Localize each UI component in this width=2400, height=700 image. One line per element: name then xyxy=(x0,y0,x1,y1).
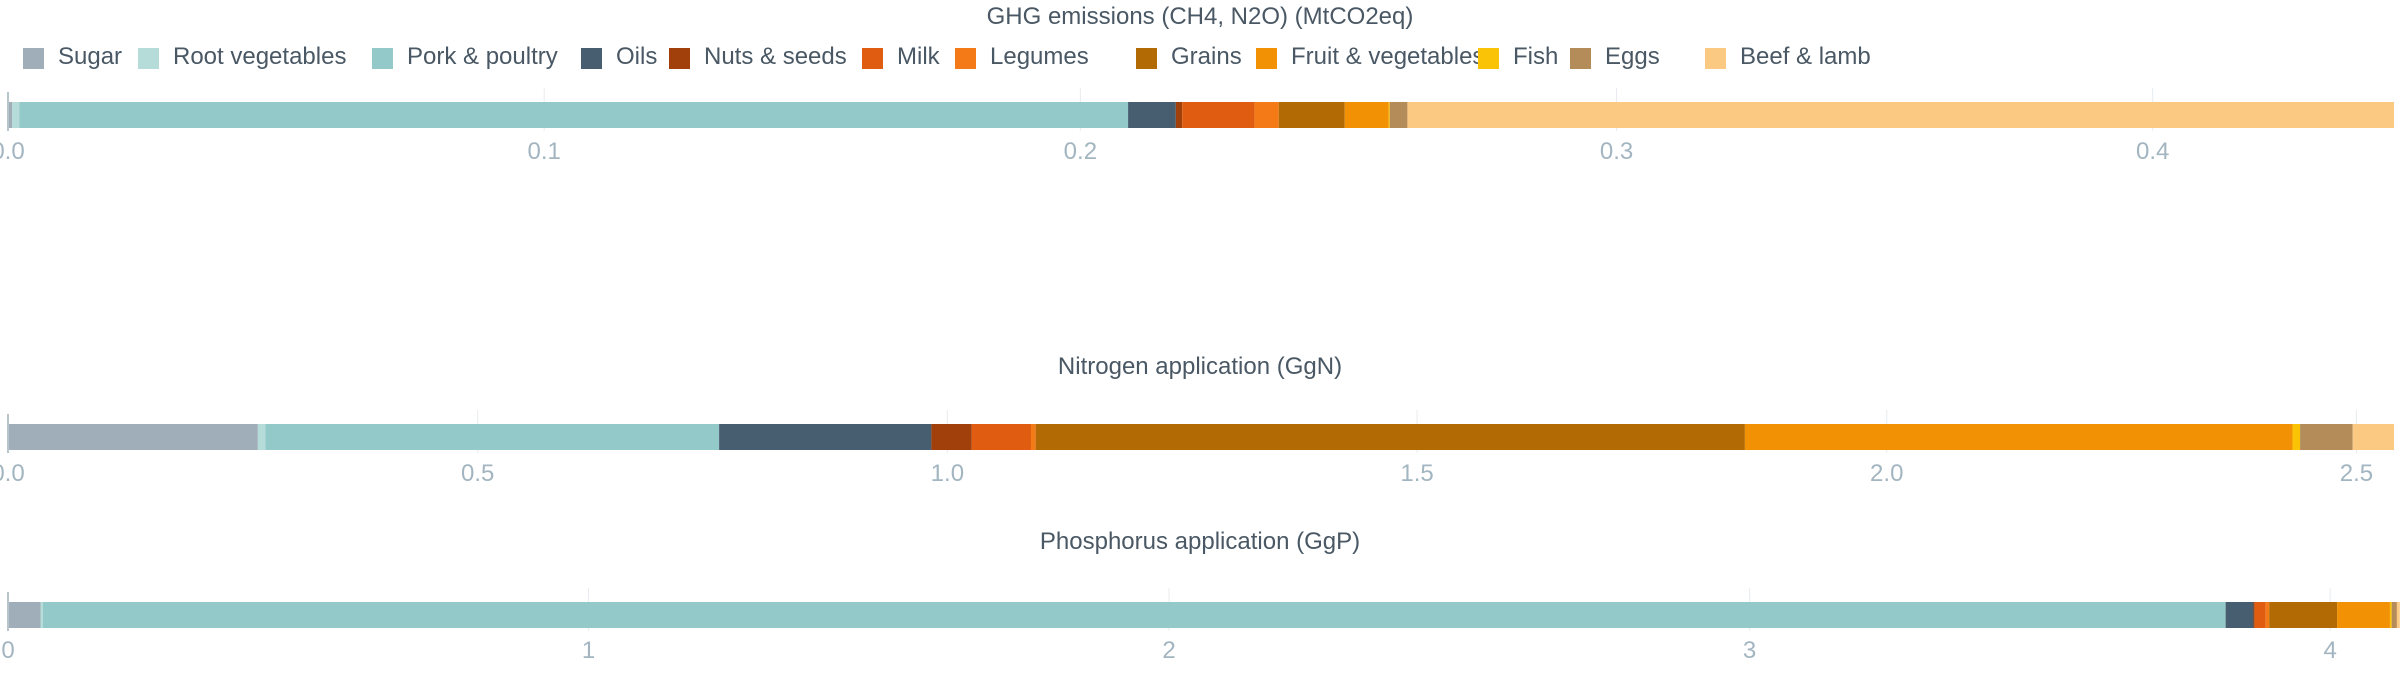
bar-segment-fish[interactable] xyxy=(2292,424,2301,450)
bar-segment-beef-lamb[interactable] xyxy=(2352,424,2394,450)
legend-item[interactable]: Legumes xyxy=(955,43,1089,70)
legend-swatch xyxy=(581,48,602,69)
legend-swatch xyxy=(1478,48,1499,69)
bar-segment-oils[interactable] xyxy=(719,424,932,450)
bar-segment-nuts-seeds[interactable] xyxy=(2253,602,2255,628)
legend-item[interactable]: Root vegetables xyxy=(138,43,346,70)
bar-segment-pork-poultry[interactable] xyxy=(265,424,720,450)
bar-segment-milk[interactable] xyxy=(1182,102,1255,128)
legend-label: Pork & poultry xyxy=(407,43,558,70)
legend-item[interactable]: Grains xyxy=(1136,43,1242,70)
legend-swatch xyxy=(138,48,159,69)
legend-label: Nuts & seeds xyxy=(704,43,847,70)
chart-panel: Nitrogen application (GgN) 0.0 0.5 1.0 1.5 2.… xyxy=(0,353,2394,487)
legend-label: Legumes xyxy=(990,43,1089,70)
bar-segment-grains[interactable] xyxy=(1278,102,1345,128)
legend-label: Eggs xyxy=(1605,43,1660,70)
bar-segment-milk[interactable] xyxy=(2254,602,2266,628)
x-tick-label: 0.3 xyxy=(1600,138,1633,165)
x-tick-label: 0.0 xyxy=(0,138,25,165)
legend-label: Fish xyxy=(1513,43,1558,70)
legend-swatch xyxy=(669,48,690,69)
x-tick-label: 4 xyxy=(2323,637,2336,664)
bar-segment-oils[interactable] xyxy=(2225,602,2254,628)
chart-title: Phosphorus application (GgP) xyxy=(1040,528,1360,555)
x-tick-label: 1 xyxy=(582,637,595,664)
x-tick-label: 0 xyxy=(1,637,14,664)
x-tick-label: 0.5 xyxy=(461,460,494,487)
bar-segment-sugar[interactable] xyxy=(8,424,258,450)
bar-segment-root-vegetables[interactable] xyxy=(12,102,20,128)
bar-segment-oils[interactable] xyxy=(1128,102,1176,128)
legend-swatch xyxy=(1256,48,1277,69)
bar-segment-fruit-vegetables[interactable] xyxy=(2337,602,2390,628)
x-tick-label: 1.0 xyxy=(931,460,964,487)
legend-swatch xyxy=(955,48,976,69)
legend-item[interactable]: Beef & lamb xyxy=(1705,43,1871,70)
chart-panels: GHG emissions (CH4, N2O) (MtCO2eq) 0.0 0.1… xyxy=(0,3,2400,664)
legend-label: Grains xyxy=(1171,43,1242,70)
x-tick-label: 0.2 xyxy=(1064,138,1097,165)
x-tick-label: 0.4 xyxy=(2136,138,2169,165)
x-tick-label: 2.0 xyxy=(1870,460,1903,487)
x-tick-label: 0.0 xyxy=(0,460,25,487)
x-tick-label: 2.5 xyxy=(2340,460,2373,487)
legend-item[interactable]: Sugar xyxy=(23,43,122,70)
bar-segment-sugar[interactable] xyxy=(8,102,13,128)
x-tick-label: 0.1 xyxy=(527,138,560,165)
legend-swatch xyxy=(372,48,393,69)
bar-segment-root-vegetables[interactable] xyxy=(257,424,266,450)
bar-segment-grains[interactable] xyxy=(2269,602,2338,628)
legend-item[interactable]: Eggs xyxy=(1570,43,1660,70)
legend: Sugar Root vegetables Pork & poultry Oils Nu… xyxy=(23,43,1871,70)
x-tick-label: 1.5 xyxy=(1400,460,1433,487)
legend-item[interactable]: Oils xyxy=(581,43,657,70)
bar-segment-fruit-vegetables[interactable] xyxy=(1344,102,1389,128)
legend-label: Oils xyxy=(616,43,657,70)
legend-label: Fruit & vegetables xyxy=(1291,43,1484,70)
legend-label: Sugar xyxy=(58,43,122,70)
bar-segment-milk[interactable] xyxy=(971,424,1031,450)
legend-swatch xyxy=(1570,48,1591,69)
bar-segment-eggs[interactable] xyxy=(2391,602,2397,628)
bar-segment-beef-lamb[interactable] xyxy=(1407,102,2394,128)
bar-segment-nuts-seeds[interactable] xyxy=(931,424,972,450)
legend-label: Root vegetables xyxy=(173,43,346,70)
legend-label: Milk xyxy=(897,43,941,70)
legend-item[interactable]: Milk xyxy=(862,43,941,70)
bar-segment-fish[interactable] xyxy=(1388,102,1390,128)
bar-segment-fruit-vegetables[interactable] xyxy=(1744,424,2293,450)
chart-panel: GHG emissions (CH4, N2O) (MtCO2eq) 0.0 0.1… xyxy=(0,3,2394,165)
chart-title: Nitrogen application (GgN) xyxy=(1058,353,1342,380)
bar-segment-nuts-seeds[interactable] xyxy=(1175,102,1183,128)
bar-segment-sugar[interactable] xyxy=(8,602,41,628)
bar-segment-beef-lamb[interactable] xyxy=(2396,602,2400,628)
chart-panel: Phosphorus application (GgP) 0 1 2 3 4 xyxy=(1,528,2400,664)
legend-item[interactable]: Pork & poultry xyxy=(372,43,558,70)
legend-swatch xyxy=(1705,48,1726,69)
x-tick-label: 2 xyxy=(1162,637,1175,664)
bar-segment-legumes[interactable] xyxy=(1254,102,1279,128)
legend-item[interactable]: Nuts & seeds xyxy=(669,43,847,70)
bar-segment-legumes[interactable] xyxy=(2265,602,2270,628)
legend-swatch xyxy=(862,48,883,69)
legend-item[interactable]: Fish xyxy=(1478,43,1558,70)
bar-segment-eggs[interactable] xyxy=(2300,424,2353,450)
x-tick-label: 3 xyxy=(1743,637,1756,664)
legend-item[interactable]: Fruit & vegetables xyxy=(1256,43,1484,70)
chart-title: GHG emissions (CH4, N2O) (MtCO2eq) xyxy=(987,3,1414,30)
bar-segment-pork-poultry[interactable] xyxy=(19,102,1129,128)
bar-segment-eggs[interactable] xyxy=(1389,102,1408,128)
bar-segment-fish[interactable] xyxy=(2389,602,2392,628)
legend-label: Beef & lamb xyxy=(1740,43,1871,70)
bar-segment-pork-poultry[interactable] xyxy=(42,602,2226,628)
bar-segment-root-vegetables[interactable] xyxy=(40,602,43,628)
legend-swatch xyxy=(1136,48,1157,69)
bar-segment-grains[interactable] xyxy=(1035,424,1745,450)
bar-segment-legumes[interactable] xyxy=(1030,424,1036,450)
legend-swatch xyxy=(23,48,44,69)
